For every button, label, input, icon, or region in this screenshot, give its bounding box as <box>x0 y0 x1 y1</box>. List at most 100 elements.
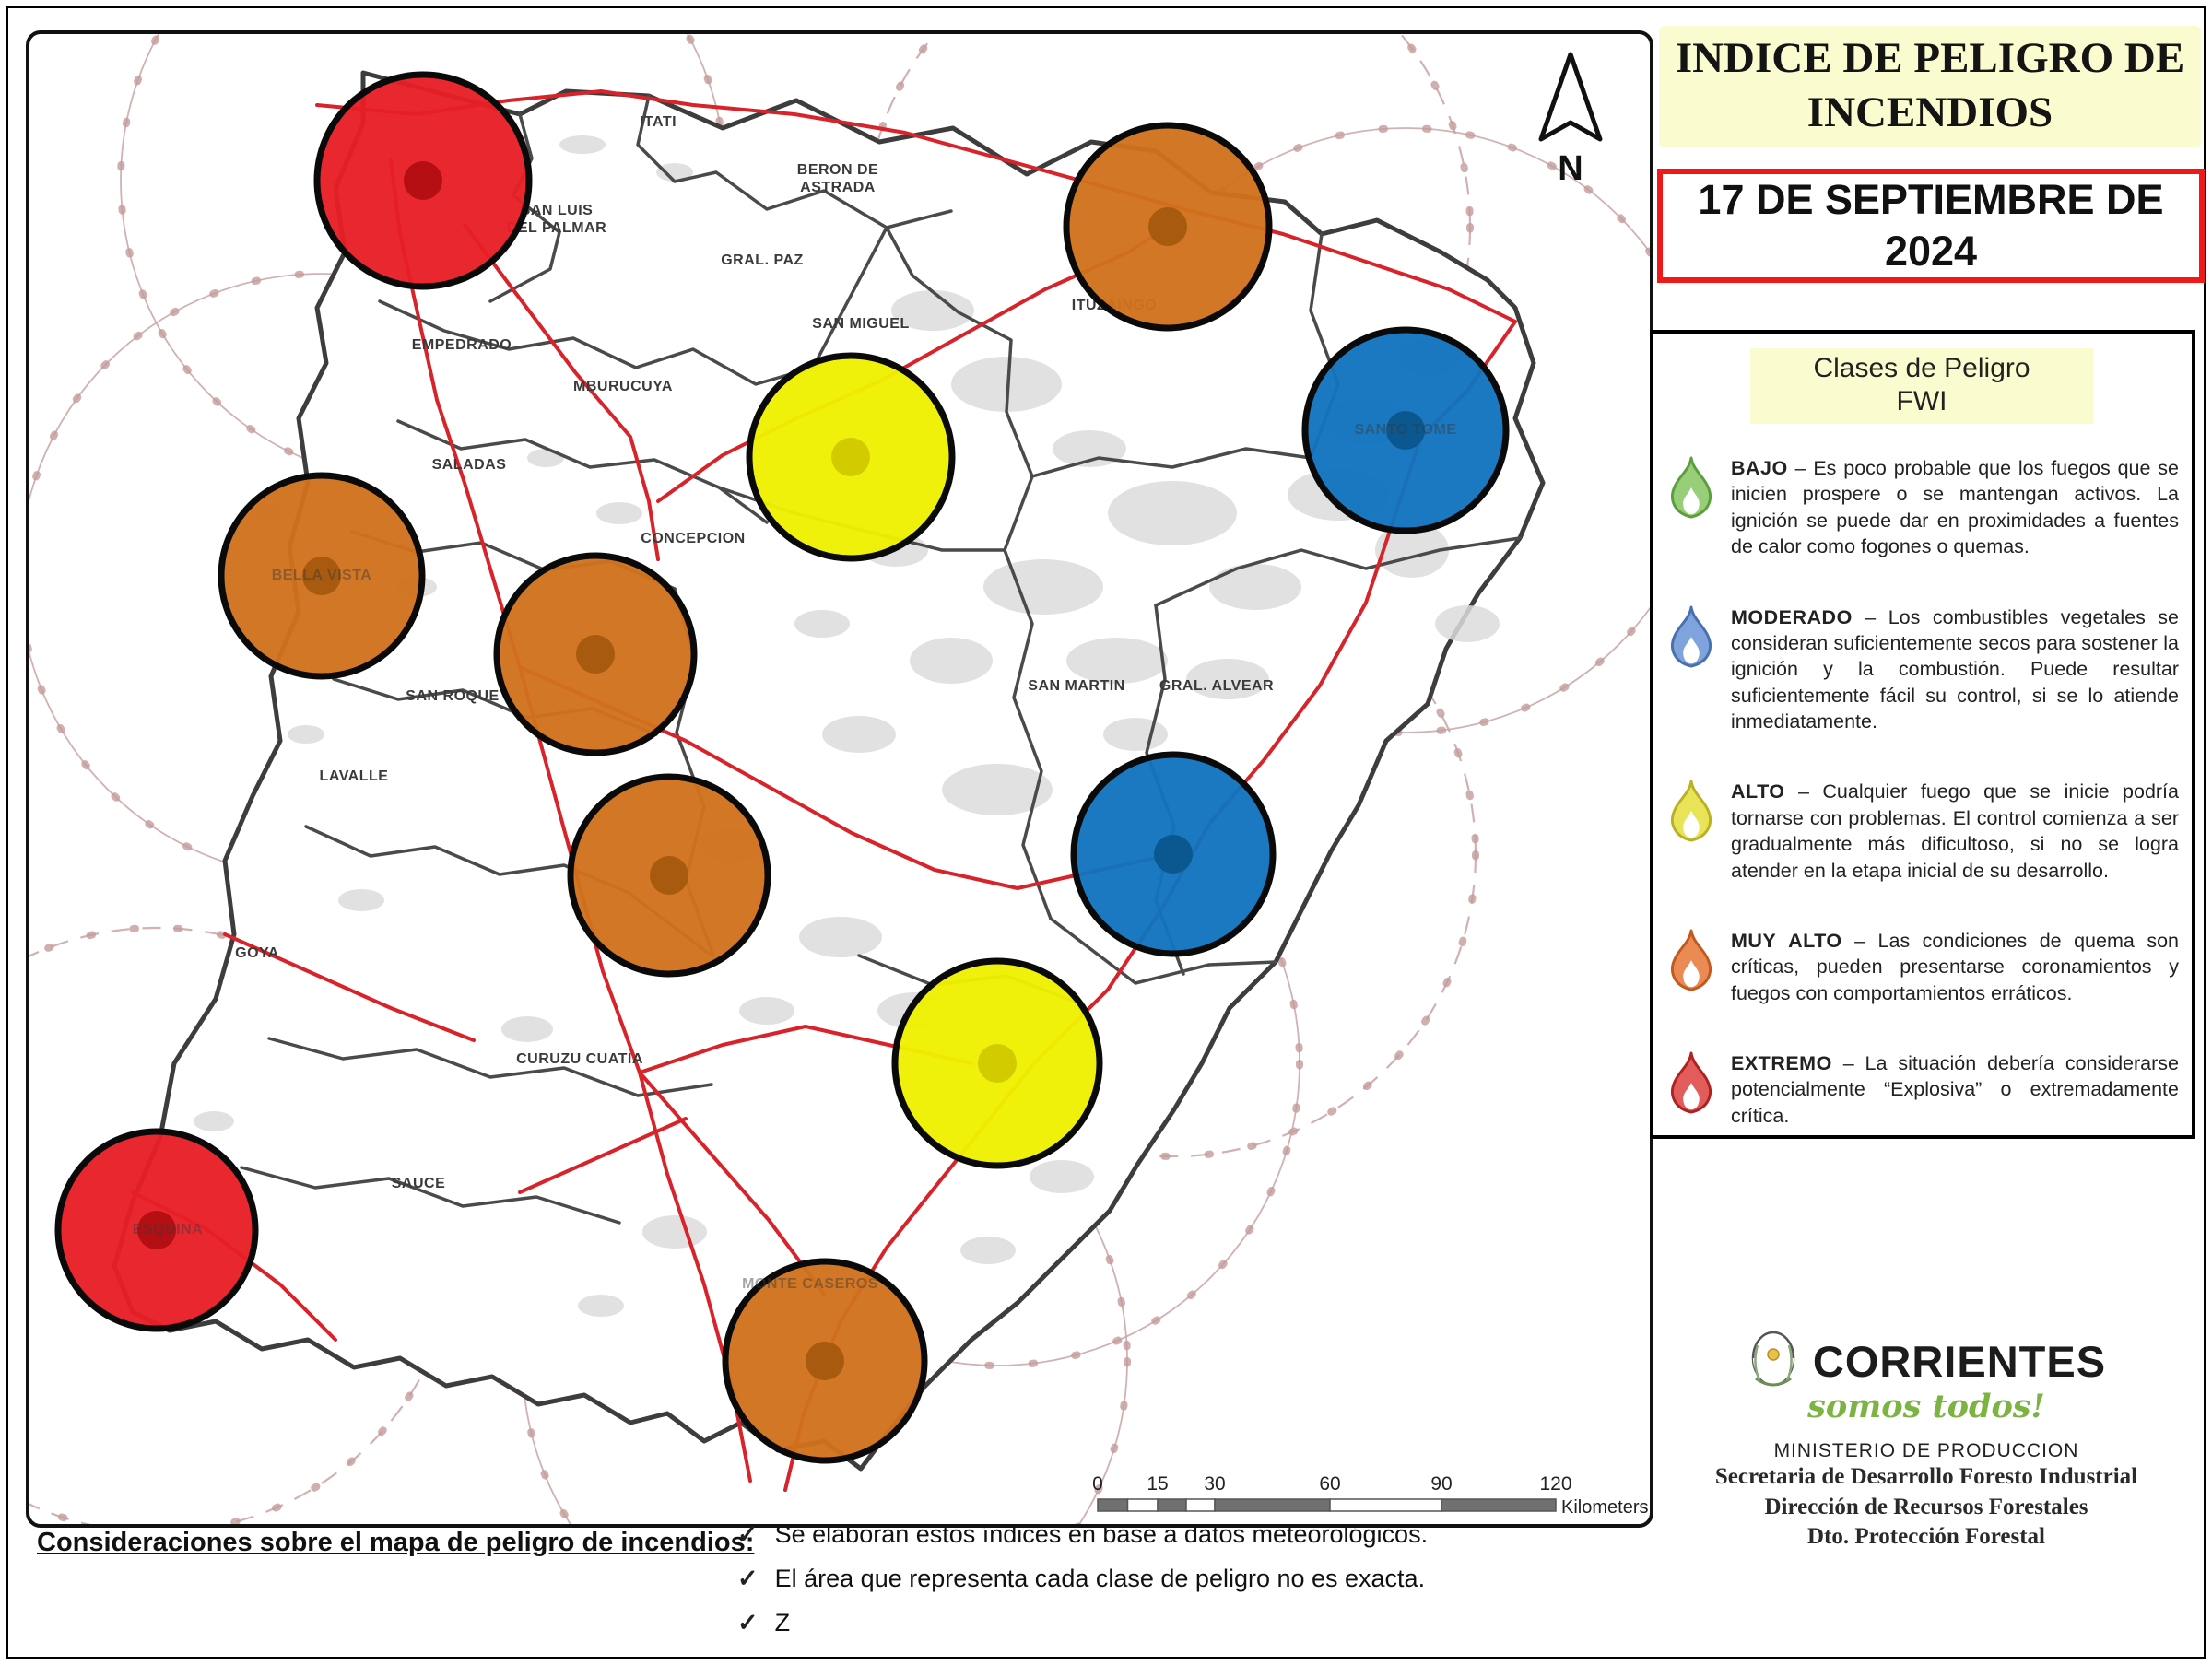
scale-bar-segment <box>1329 1498 1442 1512</box>
station-center-dot <box>137 1211 176 1249</box>
legend-item-moderado: MODERADO – Los combustibles vegetales se… <box>1665 604 2179 735</box>
legend-item-label: EXTREMO <box>1731 1052 1832 1074</box>
date-box: 17 DE SEPTIEMBRE DE 2024 <box>1657 169 2205 283</box>
org-name: CORRIENTES <box>1812 1336 2107 1386</box>
danger-stations <box>54 71 1510 1464</box>
north-arrow-icon: N <box>1538 52 1603 188</box>
station-center-dot <box>1148 207 1187 246</box>
legend-item-description: – Los combustibles vegetales se consider… <box>1731 605 2179 733</box>
station-center-dot <box>1386 411 1425 450</box>
department-label: SAUCE <box>392 1176 446 1191</box>
checkmark-icon: ✓ <box>737 1520 759 1548</box>
department-label: ITATI <box>640 114 677 130</box>
department-label: MBURUCUYA <box>573 379 673 394</box>
buffer-ring-ticks <box>691 757 1303 1369</box>
scale-bar-tick-label: 120 <box>1539 1473 1571 1495</box>
consideration-item: ✓ Z <box>737 1609 1659 1637</box>
scale-bar-tick-label: 90 <box>1430 1473 1452 1495</box>
legend-item-text: BAJO – Es poco probable que los fuegos q… <box>1731 455 2179 560</box>
checkmark-icon: ✓ <box>737 1609 759 1636</box>
department-label: SAN MARTIN <box>1028 678 1124 694</box>
legend-item-description: – Es poco probable que los fuegos que se… <box>1731 457 2179 558</box>
station-center-dot <box>806 1342 844 1380</box>
legend-header-line1: Clases de Peligro <box>1813 353 2030 383</box>
consideration-item: ✓ El área que representa cada clase de p… <box>737 1565 1659 1593</box>
buffer-ring-ticks <box>862 34 1474 533</box>
department-label-under-circle: SANTO TOME <box>1354 422 1456 438</box>
flame-icon-bajo <box>1671 456 1712 519</box>
province-map[interactable]: ITATI BERON DE ASTRADA SAN LUIS DEL PALMAR GR… <box>29 34 1650 1524</box>
danger-classes-legend: Clases de Peligro FWI BAJO – Es poco pro… <box>1650 330 2195 1139</box>
consideration-text: Se elaboran estos índices en base a dato… <box>774 1520 1429 1548</box>
organization-block: CORRIENTES somos todos! MINISTERIO DE PR… <box>1659 1327 2194 1553</box>
legend-item-alto: ALTO – Cualquier fuego que se inicie pod… <box>1665 779 2179 884</box>
svg-text:N: N <box>1558 149 1583 188</box>
scale-bar-segment <box>1185 1498 1216 1512</box>
department-label: SAN ROQUE <box>406 688 499 704</box>
org-ministry: MINISTERIO DE PRODUCCION <box>1773 1440 2079 1461</box>
department-label: GRAL. PAZ <box>721 252 804 268</box>
corrientes-crest-icon <box>1751 1331 1795 1387</box>
legend-item-text: EXTREMO – La situación debería considera… <box>1731 1050 2179 1129</box>
legend-header: Clases de Peligro FWI <box>1750 348 2093 424</box>
legend-item-description: – Las condiciones de quema son críticas,… <box>1731 929 2179 1004</box>
department-label-under-circle: ESQUINA <box>133 1222 203 1237</box>
station-center-dot <box>978 1044 1017 1083</box>
scale-bar-tick-label: 30 <box>1204 1473 1225 1495</box>
department-label-under-circle: BELLA VISTA <box>272 568 372 583</box>
legend-item-extremo: EXTREMO – La situación debería considera… <box>1665 1050 2179 1129</box>
legend-item-text: MUY ALTO – Las condiciones de quema son … <box>1731 928 2179 1006</box>
legend-item-label: MODERADO <box>1731 605 1853 628</box>
flame-icon-extremo <box>1671 1051 1712 1114</box>
legend-item-label: BAJO <box>1731 457 1788 479</box>
consideration-item: ✓ Se elaboran estos índices en base a da… <box>737 1520 1659 1549</box>
station-center-dot <box>302 557 341 595</box>
department-label: BERON DE ASTRADA <box>797 162 878 195</box>
scale-bar-segment <box>1214 1498 1331 1512</box>
station-center-dot <box>1154 835 1193 874</box>
department-label: SALADAS <box>432 457 507 473</box>
buffer-ring-ticks <box>519 1055 1131 1524</box>
scale-bar-segment <box>1157 1498 1187 1512</box>
department-labels-under-circles: BELLA VISTA SANTO TOME ESQUINA MONTE CASERO… <box>133 422 1456 1292</box>
station-center-dot <box>650 856 688 895</box>
legend-header-line2: FWI <box>1896 386 1947 416</box>
legend-item-text: MODERADO – Los combustibles vegetales se… <box>1731 604 2179 735</box>
department-label-under-circle: MONTE CASEROS <box>742 1276 878 1292</box>
flame-icon-muy-alto <box>1671 929 1712 991</box>
scale-bar-unit: Kilometers <box>1561 1497 1648 1518</box>
department-label: GOYA <box>235 945 279 961</box>
scale-bar-tick-label: 60 <box>1319 1473 1340 1495</box>
department-label: EMPEDRADO <box>412 337 512 353</box>
buffer-ring-ticks <box>867 548 1479 1160</box>
flame-icon-alto <box>1671 780 1712 842</box>
considerations-list: ✓ Se elaboran estos índices en base a da… <box>737 1520 1659 1653</box>
flame-icon-moderado <box>1671 604 1712 668</box>
legend-item-text: ALTO – Cualquier fuego que se inicie pod… <box>1731 779 2179 884</box>
scale-bar-segment <box>1441 1498 1557 1512</box>
considerations-heading: Consideraciones sobre el mapa de peligro… <box>37 1528 755 1557</box>
department-label: CONCEPCION <box>641 531 745 546</box>
checkmark-icon: ✓ <box>737 1565 759 1592</box>
scale-bar-tick-label: 0 <box>1092 1473 1103 1495</box>
department-label: CURUZU CUATIA <box>516 1051 643 1067</box>
legend-item-muy-alto: MUY ALTO – Las condiciones de quema son … <box>1665 928 2179 1006</box>
legend-item-description: – Cualquier fuego que se inicie podría t… <box>1731 780 2179 882</box>
org-secretariat: Secretaria de Desarrollo Foresto Industr… <box>1714 1464 2138 1489</box>
page-title: INDICE DE PELIGRO DE INCENDIOS <box>1659 26 2201 147</box>
department-label: GRAL. ALVEAR <box>1159 678 1274 694</box>
legend-item-label: ALTO <box>1731 780 1785 803</box>
legend-items: BAJO – Es poco probable que los fuegos q… <box>1665 455 2179 1129</box>
consideration-text: Z <box>774 1609 791 1636</box>
station-center-dot <box>831 438 870 476</box>
scale-bar-segment <box>1097 1498 1129 1512</box>
department-label: SAN LUIS DEL PALMAR <box>507 203 606 236</box>
legend-item-label: MUY ALTO <box>1731 929 1842 952</box>
org-slogan: somos todos! <box>1807 1388 2045 1425</box>
org-direction: Dirección de Recursos Forestales <box>1764 1494 2088 1519</box>
station-center-dot <box>404 161 442 200</box>
department-labels: ITATI BERON DE ASTRADA SAN LUIS DEL PALMAR GR… <box>235 114 1274 1191</box>
scale-bar-tick-label: 15 <box>1147 1473 1168 1495</box>
org-department: Dto. Protección Forestal <box>1806 1524 2046 1549</box>
